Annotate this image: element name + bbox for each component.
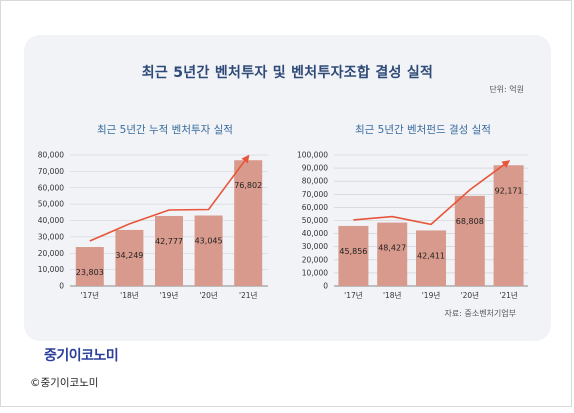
y-tick-label: 30,000 [38,232,64,241]
data-label: 76,802 [234,181,262,190]
bar [493,165,524,286]
y-tick-label: 70,000 [38,167,64,176]
y-tick-label: 20,000 [38,249,64,258]
bar [155,215,183,286]
copyright-text: ©중기이코노미 [30,377,99,389]
y-tick-label: 10,000 [302,268,328,277]
x-tick-label: '18년 [383,290,402,300]
y-tick-label: 100,000 [297,151,328,160]
bar [416,230,446,286]
x-tick-label: '20년 [199,290,218,300]
y-tick-label: 50,000 [302,216,328,225]
data-label: 23,803 [76,268,104,277]
data-label: 42,777 [155,237,183,246]
data-label: 45,856 [339,247,367,256]
data-label: 48,427 [378,244,406,253]
infographic-title: 최근 5년간 벤처투자 및 벤처투자조합 결성 실적 [141,65,434,81]
data-label: 34,249 [115,251,143,260]
bar [115,229,144,286]
chart-1-plot: 0 10,000 20,000 30,000 40,000 50,000 60,000 70,… [38,151,268,300]
bar [377,222,408,286]
brand-logo-text: 중기이코노미 [44,348,119,364]
x-tick-label: '19년 [422,290,441,300]
data-label: 92,171 [495,186,523,195]
bar [75,247,104,286]
chart-2-title: 최근 5년간 벤처펀드 결성 실적 [355,124,491,136]
x-tick-label: '20년 [461,290,480,300]
y-tick-label: 50,000 [38,200,64,209]
y-tick-label: 10,000 [38,265,64,274]
y-tick-label: 80,000 [38,151,64,160]
bar [194,215,223,286]
x-tick-label: '21년 [239,290,258,300]
y-tick-label: 0 [59,282,64,291]
y-tick-label: 70,000 [302,190,328,199]
bar [234,160,263,286]
y-tick-label: 60,000 [38,183,64,192]
x-tick-label: '21년 [499,290,518,300]
chart-2-plot: 0 10,000 20,000 30,000 40,000 50,000 60,000 70,… [297,151,528,300]
x-tick-label: '17년 [344,290,363,300]
data-label: 43,045 [195,237,223,246]
y-tick-label: 20,000 [302,255,328,264]
trend-line [89,154,250,242]
chart-1-title: 최근 5년간 누적 벤처투자 실적 [97,124,233,136]
source-note: 자료: 중소벤처기업부 [444,309,516,318]
y-tick-label: 30,000 [302,242,328,251]
x-tick-label: '19년 [160,290,179,300]
x-tick-label: '18년 [120,290,139,300]
y-tick-label: 90,000 [302,164,328,173]
bar [454,195,485,286]
data-label: 42,411 [417,251,445,260]
y-tick-label: 40,000 [302,229,328,238]
data-label: 68,808 [456,217,484,226]
trend-line [353,160,511,226]
y-tick-label: 80,000 [302,177,328,186]
y-tick-label: 60,000 [302,203,328,212]
x-tick-label: '17년 [81,290,100,300]
bar [338,225,369,286]
unit-label: 단위: 억원 [489,85,524,94]
y-tick-label: 0 [323,282,328,291]
y-tick-label: 40,000 [38,216,64,225]
